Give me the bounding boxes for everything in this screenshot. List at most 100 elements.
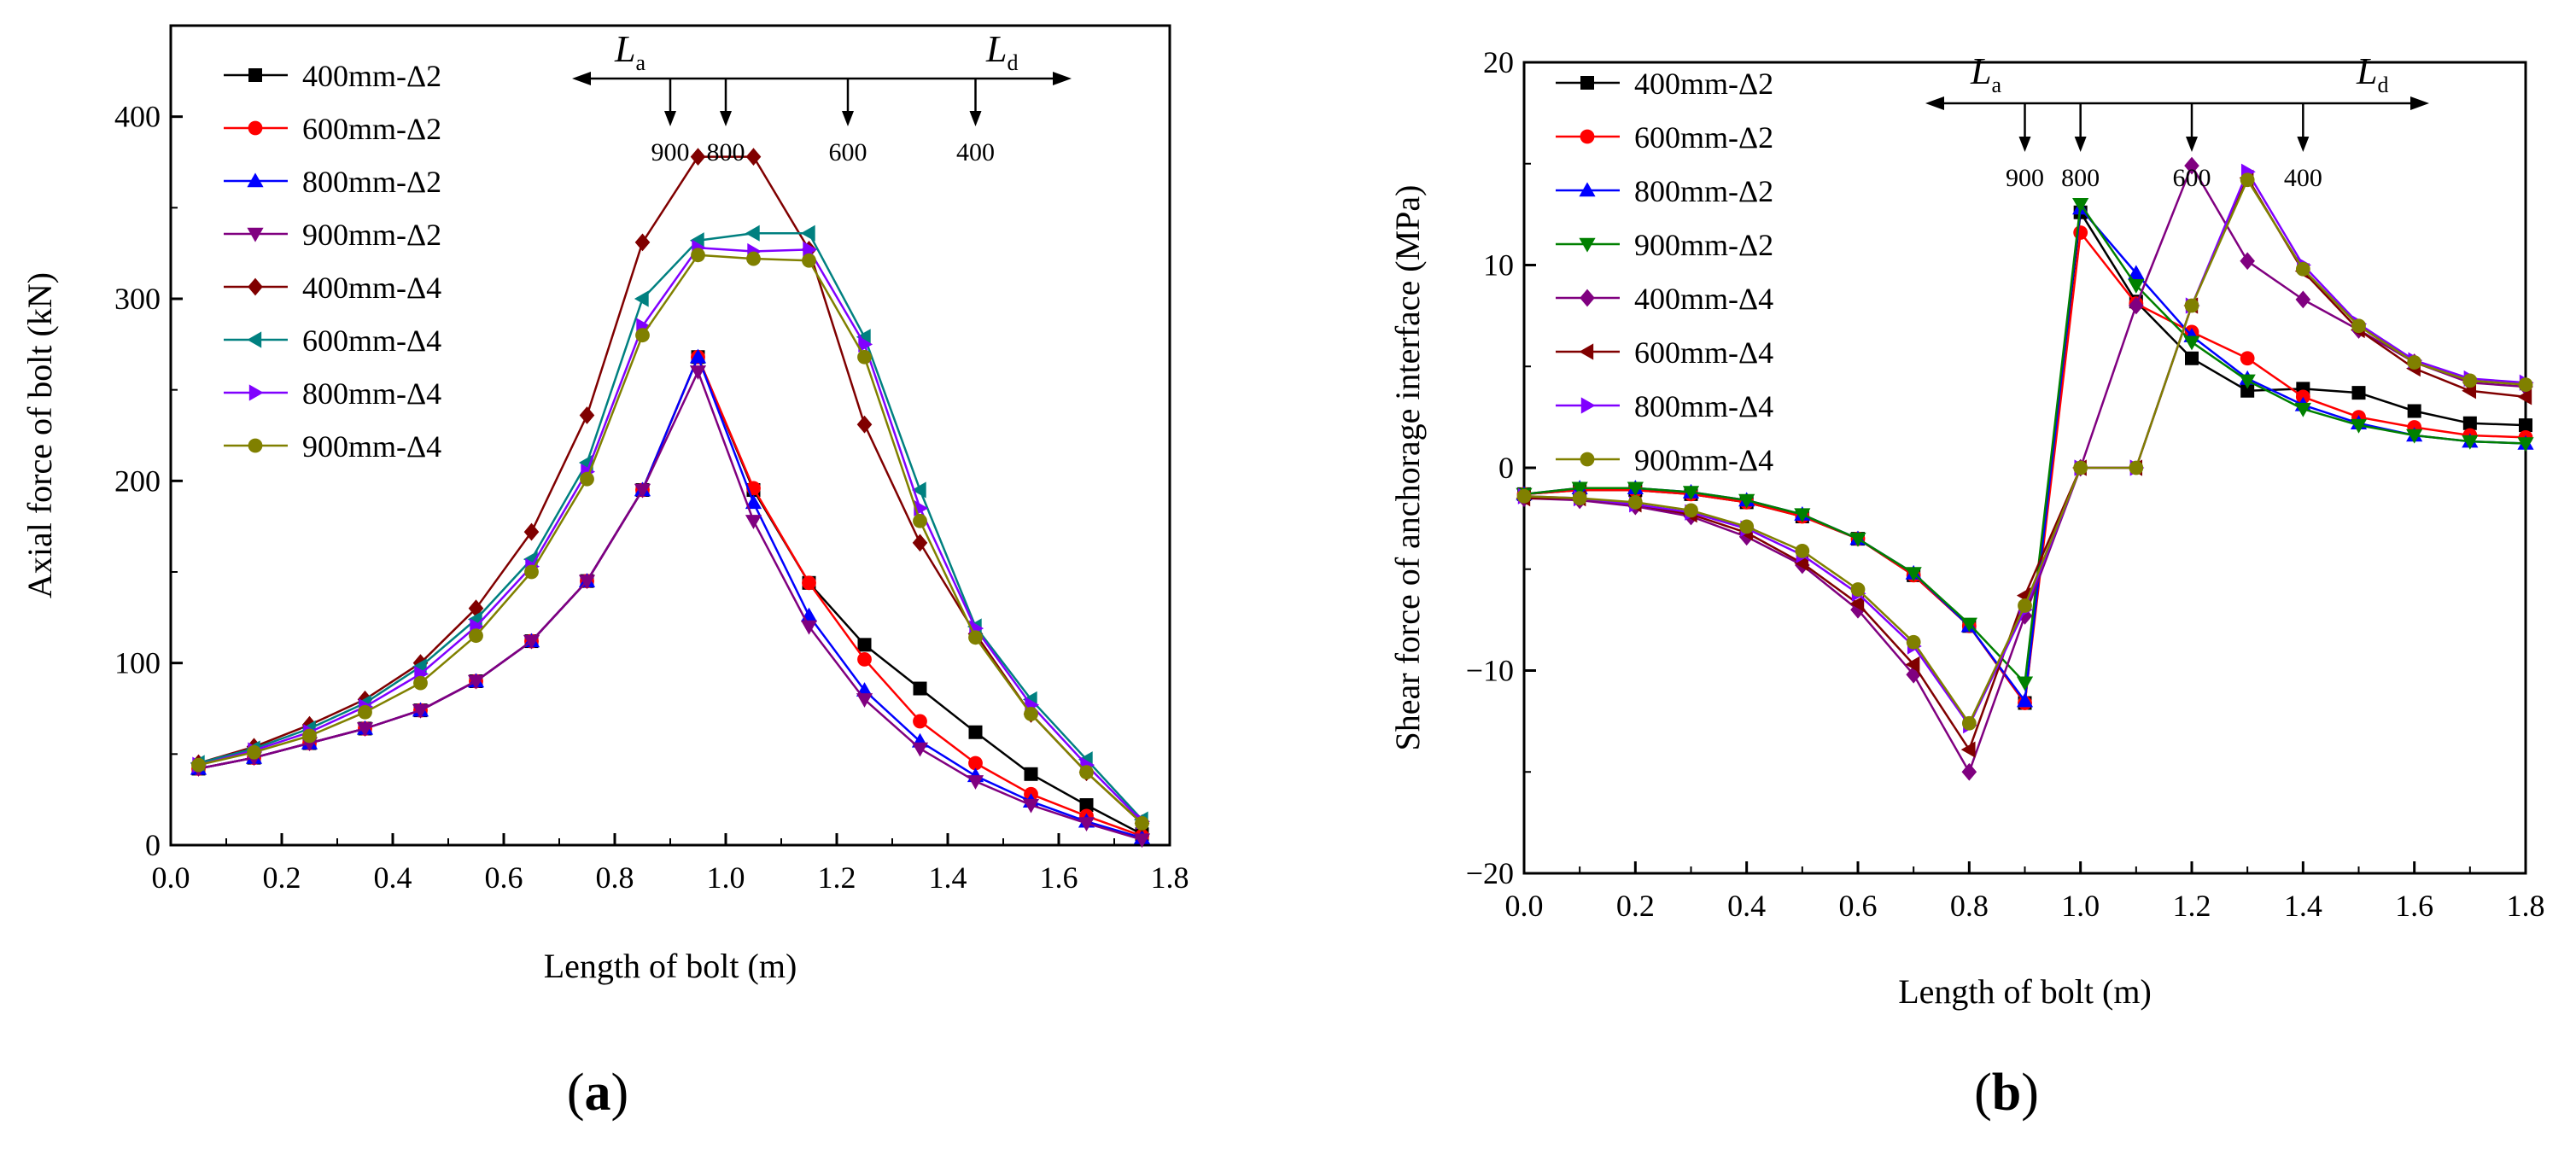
panel-a-label-open-paren: ( [567,1064,585,1122]
panel-b-data-point-900mm-2 [1794,508,1811,523]
panel-b-data-point-900mm-4 [1850,582,1866,597]
panel-b-legend-label: 400mm-Δ2 [1634,67,1773,101]
panel-b-x-axis: 0.0 0.2 0.4 0.6 0.8 1.0 1.2 1.4 1.6 1.8 [1505,861,2545,923]
panel-b-data-point-900mm-2 [1682,486,1700,501]
panel-a-annotation-marker-arrowhead [664,111,676,126]
panel-a-data-point-900mm-2 [356,722,374,738]
panel-a-data-point-900mm-2 [412,703,429,719]
panel-a-data-point-900mm-4 [913,513,927,528]
panel-b-x-tick-label: 1.8 [2507,889,2545,923]
panel-b-data-point-900mm-4 [2184,298,2199,313]
panel-a-legend-item-900mm-4: 900mm-Δ4 [224,429,441,464]
panel-a-data-point-400mm-4 [690,148,706,166]
panel-b-annotation-marker-arrowhead [2186,137,2198,152]
panel-a-data-point-900mm-2 [689,365,707,380]
panel-b-x-tick-label: 1.6 [2395,889,2433,923]
panel-a-y-tick-label: 0 [145,828,161,862]
panel-a-legend-item-400mm-4: 400mm-Δ4 [224,271,441,305]
panel-b-data-point-900mm-2 [1905,567,1922,582]
panel-a-annotation-markers: 900 800 600 400 [651,79,995,166]
panel-b-x-tick-label: 0.6 [1839,889,1878,923]
panel-a-y-axis-title: Axial force of bolt (kN) [20,272,59,598]
panel-b-data-point-400mm-4 [2184,156,2199,175]
panel-a-legend-swatch-marker [247,331,262,348]
panel-b-annotation-marker-arrowhead [2074,137,2087,152]
panel-b-annotation-la-label: La [1970,50,2001,97]
panel-a-legend-label: 900mm-Δ4 [302,429,441,464]
panel-b-data-point-900mm-2 [2016,676,2034,691]
panel-b-x-tick-label: 1.2 [2173,889,2211,923]
panel-a-y-axis: 0 100 200 300 400 [114,100,183,862]
panel-b-data-point-900mm-2 [2294,402,2311,417]
panel-a-legend-label: 400mm-Δ4 [302,271,441,305]
panel-a-label-close-paren: ) [611,1064,629,1122]
panel-a-x-axis-title: Length of bolt (m) [544,947,797,985]
panel-a-data-point-400mm-2 [857,638,872,652]
panel-a-data-point-900mm-2 [745,515,762,529]
panel-a-y-tick-label: 200 [114,464,161,498]
panel-a-y-tick-label: 300 [114,282,161,316]
panel-b-data-point-900mm-4 [1627,494,1643,510]
panel-a-annotation-left-arrowhead [572,72,591,85]
panel-b-data-point-900mm-4 [2407,355,2422,370]
panel-b-data-point-900mm-2 [2406,429,2423,444]
panel-a-series-line-600mm-4 [198,231,1143,820]
panel-b-y-tick-label: 20 [1483,45,1514,79]
panel-a-y-tick-label: 100 [114,646,161,680]
panel-a-data-point-400mm-4 [579,406,595,424]
panel-b-data-point-400mm-2 [2407,404,2421,418]
panel-b-data-point-900mm-4 [2462,373,2478,388]
panel-b-data-point-900mm-4 [2129,460,2144,475]
panel-a-series-line-800mm-4 [198,247,1143,823]
panel-a-data-point-900mm-2 [467,674,485,690]
panel-a-series-group [190,148,1151,849]
panel-b-shear-force-chart: −20 −10 0 10 20 0.0 0.2 0.4 0.6 0.8 1.0 1.2 1.4 1.6 1… [1388,45,2545,1122]
panel-b-data-point-900mm-2 [1738,493,1755,509]
panel-a-x-tick-label: 0.8 [596,860,634,895]
panel-b-data-point-400mm-2 [2519,418,2532,433]
panel-a-data-point-900mm-4 [691,248,705,263]
panel-b-legend-swatch-marker [1580,76,1594,90]
panel-a-legend-item-400mm-2: 400mm-Δ2 [224,59,441,93]
panel-a-data-point-900mm-2 [1022,798,1040,814]
panel-a-data-point-600mm-2 [968,755,983,771]
panel-a-annotation-ld-main: L [985,28,1007,70]
panel-a-data-point-900mm-2 [523,634,540,650]
panel-a-legend-item-900mm-2: 900mm-Δ2 [224,218,441,252]
panel-b-data-point-900mm-2 [1849,532,1866,547]
panel-b-data-point-400mm-2 [2351,386,2366,400]
panel-b-x-tick-label: 1.4 [2284,889,2322,923]
panel-b-legend: 400mm-Δ2 600mm-Δ2 800mm-Δ2 900mm-Δ2 400mm-Δ4… [1556,67,1773,477]
panel-b-data-point-600mm-2 [2240,351,2255,366]
panel-b-legend-label: 400mm-Δ4 [1634,282,1773,316]
panel-a-series-line-900mm-2 [198,370,1142,841]
panel-a-annotation-marker-800: 800 [707,79,745,166]
panel-a-data-point-900mm-4 [746,251,761,266]
panel-a-data-point-800mm-2 [745,494,762,510]
panel-b-data-point-600mm-4 [1905,656,1920,673]
panel-b-data-point-900mm-4 [1961,715,1977,731]
panel-a-legend-label: 800mm-Δ2 [302,165,441,199]
panel-b-x-tick-label: 1.0 [2061,889,2100,923]
panel-a-x-tick-label: 0.6 [485,860,523,895]
panel-b-legend-item-600mm-4: 600mm-Δ4 [1556,335,1773,370]
panel-b-legend-item-400mm-2: 400mm-Δ2 [1556,67,1773,101]
panel-a-annotation-la-label: La [614,28,645,75]
panel-a-legend-label: 400mm-Δ2 [302,59,441,93]
panel-a-legend-swatch-marker [248,120,263,136]
panel-a-x-tick-label: 1.8 [1151,860,1189,895]
panel-b-y-axis: −20 −10 0 10 20 [1466,45,1536,890]
panel-b-data-point-900mm-2 [2462,435,2479,450]
panel-b-data-point-900mm-4 [2518,377,2533,393]
panel-a-annotation-marker-arrowhead [720,111,732,126]
panel-a-data-point-600mm-4 [911,481,926,499]
panel-a-data-point-900mm-2 [856,693,873,708]
panel-a-data-point-900mm-4 [524,564,539,580]
panel-a-data-point-400mm-2 [1079,798,1094,813]
panel-a-series-800mm-2 [190,348,1151,844]
panel-b-x-tick-label: 0.2 [1616,889,1655,923]
panel-b-data-point-400mm-4 [2295,290,2311,309]
panel-a-data-point-900mm-4 [857,349,872,365]
panel-b-annotation-marker-400: 400 [2284,103,2322,192]
